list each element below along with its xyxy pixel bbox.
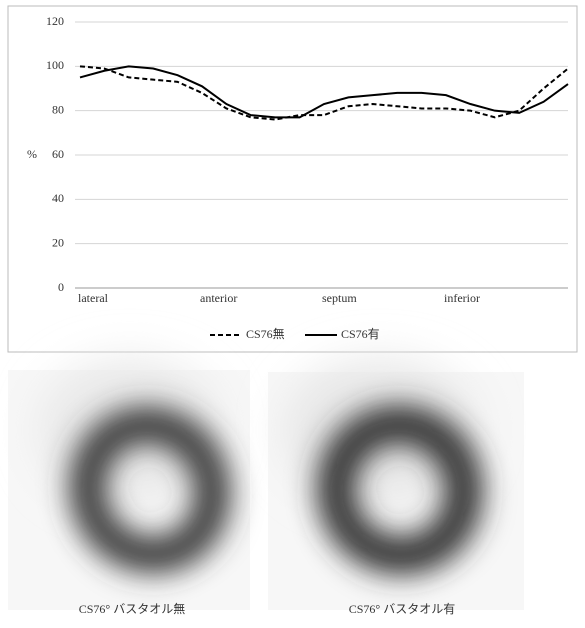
image-right [268,360,524,610]
y-tick-label: 80 [52,102,64,116]
y-tick-label: 40 [52,191,64,205]
y-tick-label: 100 [46,58,64,72]
image-left [8,360,250,610]
x-tick-label: anterior [200,291,237,305]
chart: % CS76° バスタオル無 CS76° バスタオル有 0 20 40 60 80 100… [0,0,585,623]
x-tick-label: inferior [444,291,480,305]
x-tick-label: septum [322,291,357,305]
x-tick-label: lateral [78,291,109,305]
legend-label: CS76無 [246,326,285,341]
y-axis-label: % [27,147,37,161]
image-caption: CS76° バスタオル無 [79,601,185,616]
y-tick-label: 0 [58,280,64,294]
y-tick-label: 20 [52,235,64,249]
y-tick-label: 120 [46,14,64,28]
image-caption: CS76° バスタオル有 [349,602,455,616]
page: % CS76° バスタオル無 CS76° バスタオル有 0 20 40 60 80 100… [0,0,585,623]
legend-label: CS76有 [341,327,380,341]
y-tick-label: 60 [52,147,64,161]
